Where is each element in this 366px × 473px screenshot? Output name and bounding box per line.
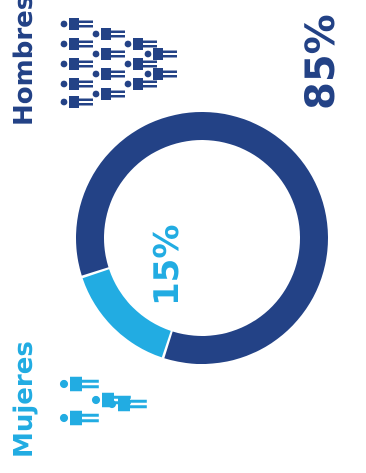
people-group-icon — [59, 376, 147, 426]
data-label-hombres: 85% — [298, 14, 344, 110]
data-label-mujeres: 15% — [147, 225, 187, 306]
people-group-icon — [60, 18, 177, 108]
donut-slice-mujeres — [82, 269, 171, 358]
legend-label-hombres: Hombres — [9, 0, 39, 126]
legend-label-mujeres: Mujeres — [9, 341, 39, 458]
donut-slices — [76, 112, 328, 364]
